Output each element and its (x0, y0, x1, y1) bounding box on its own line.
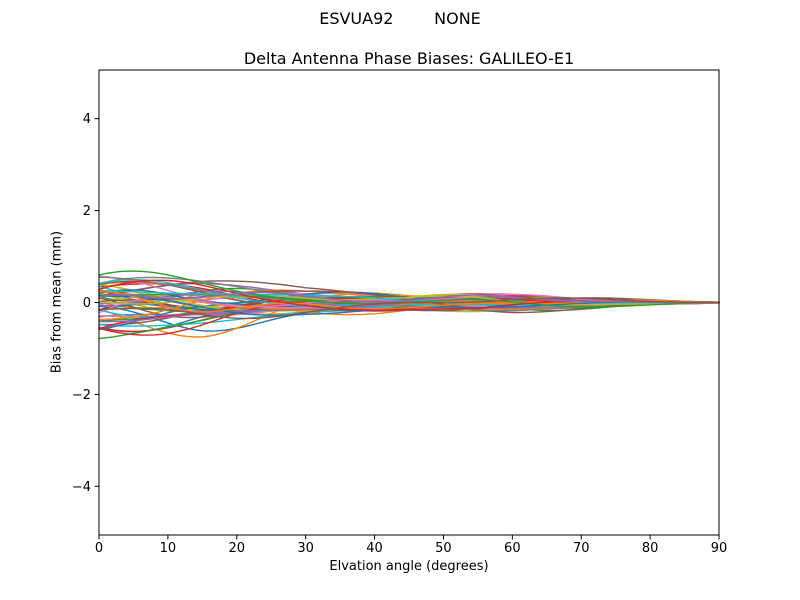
x-axis-label: Elvation angle (degrees) (329, 559, 489, 574)
y-tick-label: −2 (72, 388, 91, 403)
series-lines (98, 270, 720, 340)
x-tick-label: 30 (297, 541, 314, 556)
y-tick-label: 4 (83, 112, 91, 127)
x-tick-label: 70 (573, 541, 590, 556)
tick-labels: 0 10 20 30 40 50 60 70 80 90 −4 −2 0 2 4 (72, 112, 727, 556)
x-tick-label: 80 (642, 541, 659, 556)
x-tick-label: 40 (366, 541, 383, 556)
x-tick-label: 20 (229, 541, 246, 556)
x-tick-label: 50 (435, 541, 452, 556)
series-line (98, 297, 720, 320)
series-line (98, 280, 720, 312)
plot-title: Delta Antenna Phase Biases: GALILEO-E1 (243, 49, 575, 68)
y-axis-label: Bias from mean (mm) (49, 230, 65, 374)
x-tick-label: 90 (711, 541, 728, 556)
tick-marks (94, 118, 720, 540)
figure-suptitle: ESVUA92 NONE (319, 9, 481, 28)
x-tick-label: 10 (160, 541, 177, 556)
y-tick-label: 2 (83, 204, 91, 219)
series-line (98, 291, 720, 304)
y-tick-label: 0 (83, 296, 91, 311)
y-tick-label: −4 (72, 480, 91, 495)
x-tick-label: 0 (95, 541, 103, 556)
x-tick-label: 60 (504, 541, 521, 556)
